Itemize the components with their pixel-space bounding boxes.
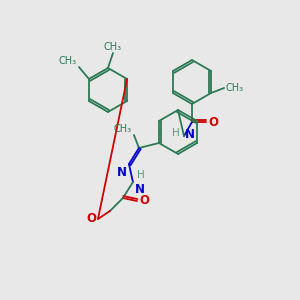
Text: CH₃: CH₃ — [59, 56, 77, 66]
Text: CH₃: CH₃ — [225, 83, 243, 93]
Text: H: H — [137, 170, 145, 180]
Text: N: N — [117, 166, 127, 179]
Text: O: O — [139, 194, 149, 208]
Text: CH₃: CH₃ — [104, 42, 122, 52]
Text: O: O — [208, 116, 218, 128]
Text: O: O — [86, 212, 96, 224]
Text: N: N — [135, 183, 145, 196]
Text: CH₃: CH₃ — [114, 124, 132, 134]
Text: H: H — [172, 128, 180, 138]
Text: N: N — [185, 128, 195, 140]
